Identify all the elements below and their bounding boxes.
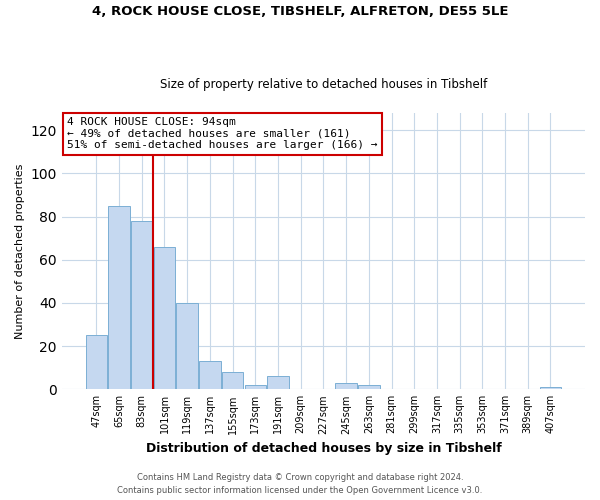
Text: Contains HM Land Registry data © Crown copyright and database right 2024.
Contai: Contains HM Land Registry data © Crown c… [118, 474, 482, 495]
Bar [245, 385, 266, 390]
Bar [199, 361, 221, 390]
Bar [131, 221, 152, 390]
X-axis label: Distribution of detached houses by size in Tibshelf: Distribution of detached houses by size … [146, 442, 501, 455]
Text: 4, ROCK HOUSE CLOSE, TIBSHELF, ALFRETON, DE55 5LE: 4, ROCK HOUSE CLOSE, TIBSHELF, ALFRETON,… [92, 5, 508, 18]
Bar [108, 206, 130, 390]
Y-axis label: Number of detached properties: Number of detached properties [15, 164, 25, 339]
Text: 4 ROCK HOUSE CLOSE: 94sqm
← 49% of detached houses are smaller (161)
51% of semi: 4 ROCK HOUSE CLOSE: 94sqm ← 49% of detac… [67, 117, 377, 150]
Bar [358, 385, 380, 390]
Bar [176, 303, 198, 390]
Bar [222, 372, 244, 390]
Bar [267, 376, 289, 390]
Bar [335, 383, 357, 390]
Bar [86, 336, 107, 390]
Bar [539, 387, 561, 390]
Bar [154, 247, 175, 390]
Title: Size of property relative to detached houses in Tibshelf: Size of property relative to detached ho… [160, 78, 487, 91]
